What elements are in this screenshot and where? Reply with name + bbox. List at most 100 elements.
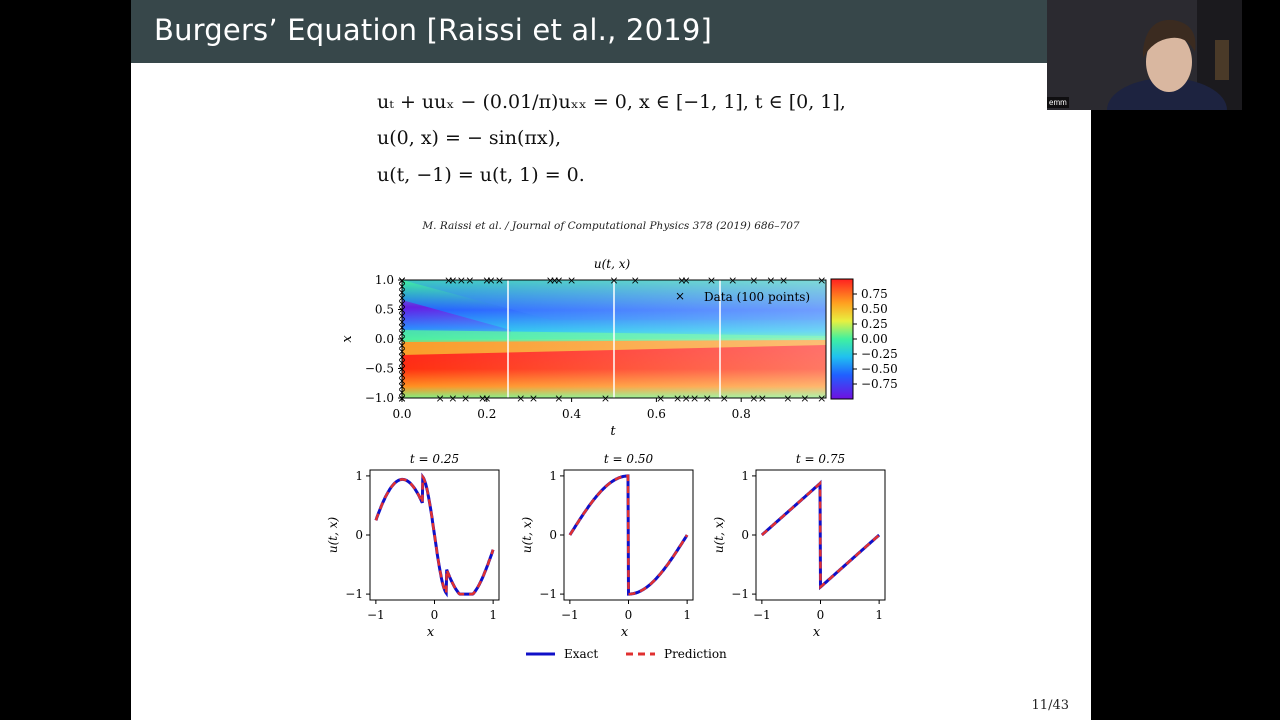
data-point-top-19: ×: [766, 274, 775, 287]
webcam-feed[interactable]: emm: [1047, 0, 1242, 110]
colorbar-tick-label-3: 0.00: [861, 332, 888, 346]
subplot-title-2: t = 0.50: [604, 452, 654, 466]
subplot-3-y-tick-label-1: 0: [741, 528, 749, 542]
data-point-initial-14: ×: [397, 309, 406, 322]
colorbar-tick-label-2: 0.25: [861, 317, 888, 331]
colorbar-ticks: 0.750.500.250.00−0.25−0.50−0.75: [853, 287, 898, 391]
subplot-3: t = 0.75 −1 0 1 1 0 −1 x u(t, x): [712, 452, 886, 640]
heatmap-y-tick-label-2: 0.0: [375, 332, 394, 346]
data-point-bottom-16: ×: [749, 392, 758, 405]
heatmap-x-tick-label-3: 0.6: [647, 407, 666, 421]
data-point-bottom-6: ×: [516, 392, 525, 405]
data-point-bottom-3: ×: [461, 392, 470, 405]
data-point-top-16: ×: [707, 274, 716, 287]
figure: u(t, x) × ×× × × ×× × ××× × × × ×× × × × × × ×× × × ×× × × × × ×…: [326, 257, 898, 661]
slide-title: Burgers’ Equation [Raissi et al., 2019]: [154, 13, 713, 47]
data-point-bottom-8: ×: [554, 392, 563, 405]
colorbar: 0.750.500.250.00−0.25−0.50−0.75: [830, 278, 898, 400]
data-point-top-13: ×: [631, 274, 640, 287]
data-point-bottom-14: ×: [703, 392, 712, 405]
data-point-top-15: ×: [681, 274, 690, 287]
subplot-2-xlabel: x: [621, 625, 629, 640]
data-point-initial-3: ×: [397, 374, 406, 387]
data-point-bottom-12: ×: [681, 392, 690, 405]
equation-initial-condition: u(0, x) = − sin(πx),: [377, 127, 562, 149]
subplot-1-y-tick-label-1: 0: [355, 528, 363, 542]
heatmap-y-ticks: 1.0 0.5 0.0 −0.5 −1.0: [365, 273, 402, 405]
colorbar-tick-label-1: 0.50: [861, 302, 888, 316]
data-point-bottom-20: ×: [817, 392, 826, 405]
heatmap-chart: u(t, x) × ×× × × ×× × ××× × × × ×× × × × × × ×× × × ×× × × × × ×…: [340, 257, 898, 439]
data-point-top-1: ×: [444, 274, 453, 287]
subplot-2-y-tick-label-0: 1: [549, 469, 557, 483]
heatmap-y-tick-label-1: 0.5: [375, 303, 394, 317]
legend-data-marker: ×: [675, 289, 685, 303]
data-point-initial-4: ×: [397, 368, 406, 381]
data-point-top-20: ×: [779, 274, 788, 287]
equation-pde: uₜ + uuₓ − (0.01/π)uₓₓ = 0, x ∈ [−1, 1],…: [377, 91, 846, 113]
subplot-title-3: t = 0.75: [796, 452, 845, 466]
heatmap-y-tick-label-3: −0.5: [365, 362, 394, 376]
slice-lines: [507, 280, 721, 398]
data-point-top-8: ×: [546, 274, 555, 287]
subplot-2: t = 0.50 −1 0 1 1 0 −1 x u(t, x): [520, 452, 694, 640]
colorbar-tick-label-6: −0.75: [861, 377, 898, 391]
colorbar-tick-label-4: −0.25: [861, 347, 898, 361]
subplot-3-x-tick-label-1: 0: [817, 608, 825, 622]
line-subplots: t = 0.25 −1 0 1 1 0 −1 x u(t, x) t = 0.50 −1 0 1 1 0 −1…: [326, 452, 886, 640]
colorbar-tick-label-0: 0.75: [861, 287, 888, 301]
colorbar-tick-label-5: −0.50: [861, 362, 898, 376]
data-point-bottom-9: ×: [601, 392, 610, 405]
legend-data-label: Data (100 points): [704, 290, 810, 304]
data-point-top-12: ×: [609, 274, 618, 287]
data-point-initial-6: ×: [397, 357, 406, 370]
subplot-1-xlabel: x: [427, 625, 435, 640]
data-point-initial-12: ×: [397, 321, 406, 334]
subplot-2-y-tick-label-2: −1: [539, 587, 557, 601]
citation: M. Raissi et al. / Journal of Computatio…: [422, 220, 800, 232]
page-number: 11/43: [1031, 698, 1069, 713]
webcam-person-image: [1047, 0, 1242, 110]
data-point-top-11: ×: [567, 274, 576, 287]
data-point-bottom-1: ×: [436, 392, 445, 405]
data-point-initial-18: ×: [397, 286, 406, 299]
heatmap-x-tick-label-4: 0.8: [732, 407, 751, 421]
data-point-initial-19: ×: [397, 280, 406, 293]
data-point-bottom-15: ×: [720, 392, 729, 405]
data-point-bottom-4: ×: [478, 392, 487, 405]
data-point-bottom-18: ×: [783, 392, 792, 405]
data-point-bottom-19: ×: [800, 392, 809, 405]
data-point-top-18: ×: [749, 274, 758, 287]
subplot-2-x-tick-label-1: 0: [625, 608, 633, 622]
data-point-bottom-13: ×: [690, 392, 699, 405]
subplot-3-y-tick-label-0: 1: [741, 469, 749, 483]
data-point-initial-9: ×: [397, 339, 406, 352]
data-point-top-14: ×: [677, 274, 686, 287]
data-point-bottom-7: ×: [529, 392, 538, 405]
data-point-top-2: ×: [448, 274, 457, 287]
legend-exact-label: Exact: [564, 647, 598, 661]
data-point-bottom-2: ×: [448, 392, 457, 405]
data-point-bottom-17: ×: [758, 392, 767, 405]
data-point-top-17: ×: [728, 274, 737, 287]
subplot-1-y-tick-label-2: −1: [345, 587, 363, 601]
subplot-1-ylabel: u(t, x): [326, 517, 340, 554]
data-point-initial-2: ×: [397, 380, 406, 393]
data-point-top-3: ×: [457, 274, 466, 287]
subplot-3-x-tick-label-0: −1: [753, 608, 771, 622]
subplot-1-x-tick-label-0: −1: [367, 608, 385, 622]
subplot-1: t = 0.25 −1 0 1 1 0 −1 x u(t, x): [326, 452, 500, 640]
heatmap-y-tick-label-0: 1.0: [375, 273, 394, 287]
subplot-3-y-tick-label-2: −1: [731, 587, 749, 601]
subplot-title-1: t = 0.25: [410, 452, 459, 466]
legend-prediction-label: Prediction: [664, 647, 727, 661]
data-point-initial-17: ×: [397, 292, 406, 305]
heatmap-ylabel: x: [340, 335, 355, 343]
heatmap-x-ticks: 0.0 0.2 0.4 0.6 0.8: [392, 398, 751, 421]
subplot-1-x-tick-label-1: 0: [431, 608, 439, 622]
heatmap-x-tick-label-1: 0.2: [477, 407, 496, 421]
heatmap-x-tick-label-0: 0.0: [392, 407, 411, 421]
data-point-top-21: ×: [817, 274, 826, 287]
data-point-top-6: ×: [486, 274, 495, 287]
data-point-top-9: ×: [550, 274, 559, 287]
